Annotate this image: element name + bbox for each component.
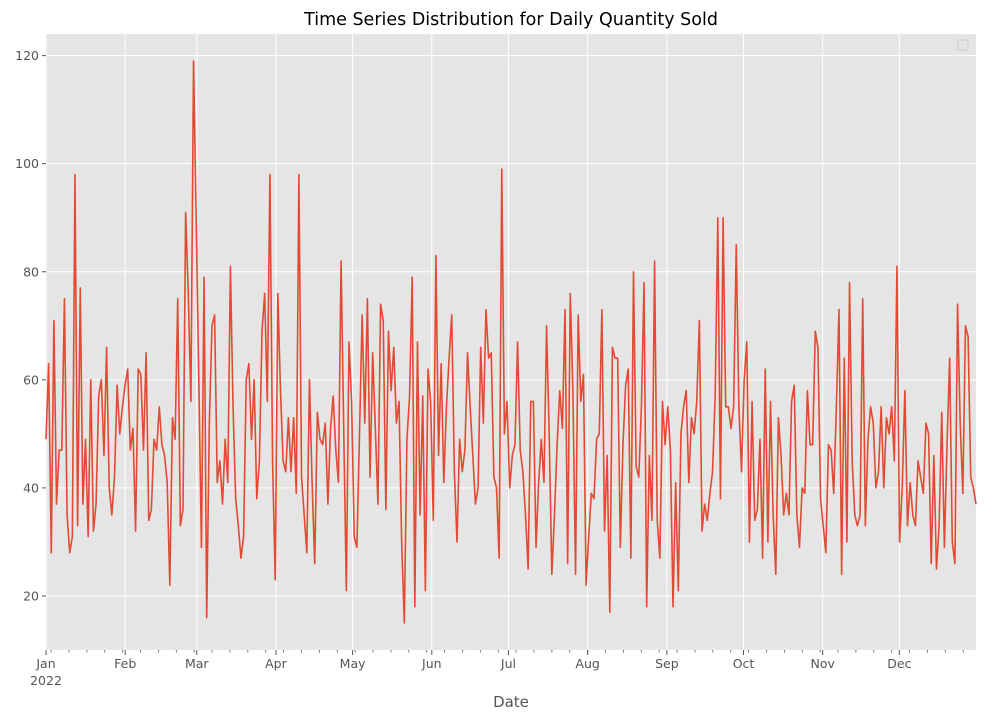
chart-title: Time Series Distribution for Daily Quant… [303, 10, 718, 30]
legend-box [957, 39, 969, 51]
y-tick-label: 40 [23, 480, 39, 495]
x-tick-label: Jun [421, 656, 442, 671]
x-tick-label: Jan [35, 656, 55, 671]
x-tick-label: Aug [575, 656, 599, 671]
series-layer [45, 60, 977, 624]
x-tick-label: Mar [185, 656, 209, 671]
y-tick-label: 120 [15, 48, 39, 63]
y-tick-label: 60 [23, 372, 39, 387]
plot-background [46, 34, 976, 650]
x-tick-label: Oct [733, 656, 755, 671]
x-tick-label: Dec [887, 656, 911, 671]
x-tick-label: Sep [655, 656, 679, 671]
x-tick-label: Nov [811, 656, 836, 671]
x-tick-label: May [340, 656, 366, 671]
y-tick-label: 20 [23, 588, 39, 603]
x-tick-year-label: 2022 [30, 673, 62, 688]
y-tick-label: 80 [23, 264, 39, 279]
x-tick-label: Apr [265, 656, 287, 671]
series-line [45, 60, 977, 624]
x-axis-label: Date [493, 693, 529, 711]
x-tick-label: Jul [500, 656, 516, 671]
x-tick-label: Feb [114, 656, 136, 671]
y-tick-label: 100 [15, 156, 39, 171]
tick-layer: 20 40 60 80 100 120 Jan 2022 Feb Mar Apr May Jun Jul A… [15, 48, 964, 688]
